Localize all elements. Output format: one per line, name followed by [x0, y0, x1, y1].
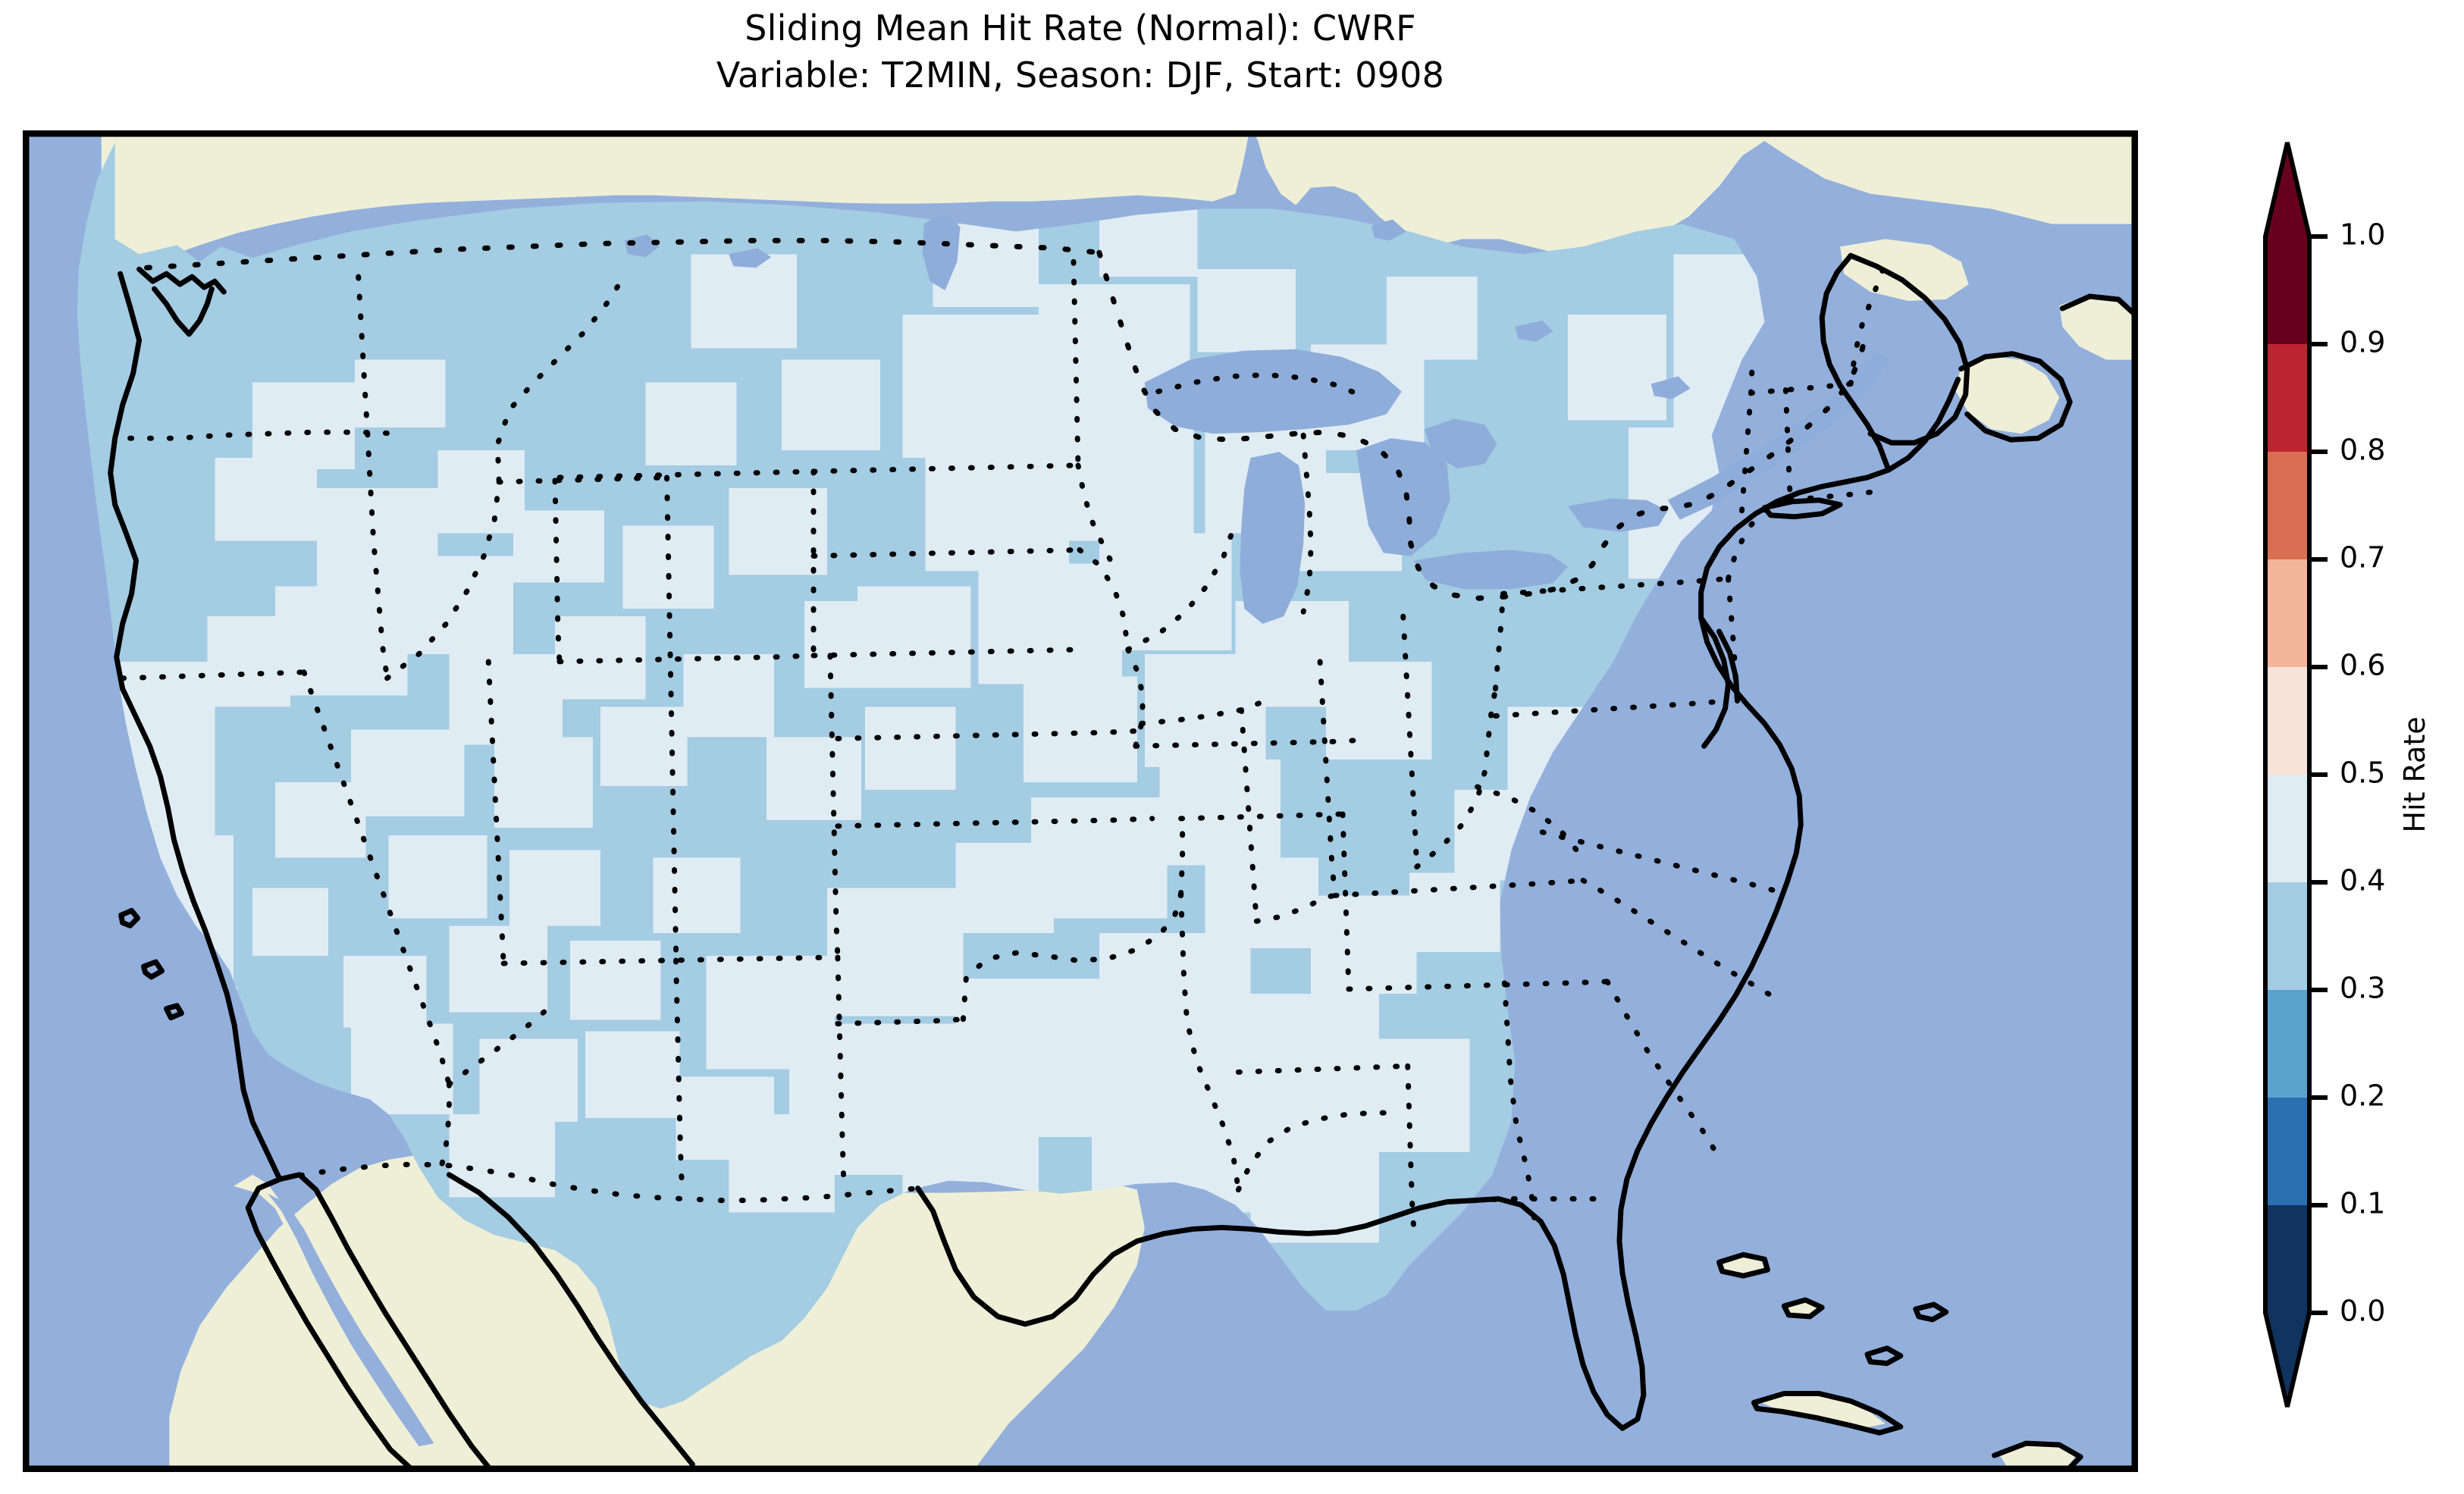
map-frame	[26, 133, 2135, 1469]
colorbar-band-0.2-0.3	[2265, 990, 2309, 1098]
coastlines	[108, 237, 2135, 1469]
colorbar-bands	[2265, 143, 2309, 1407]
colorbar[interactable]: 0.0 0.1 0.2 0.3 0.4 0.5 0.6 0.7 0.8 0.9 …	[2263, 142, 2385, 1408]
prairie-lake-3	[1371, 219, 1406, 241]
colorbar-band-0.9-1.0	[2265, 236, 2309, 344]
colorbar-tick-label-2: 0.2	[2340, 1079, 2385, 1113]
colorbar-band-0.1-0.2	[2265, 1098, 2309, 1205]
colorbar-tick-label-7: 0.7	[2340, 541, 2385, 575]
colorbar-ticks	[2309, 234, 2328, 1315]
colorbar-band-0.6-0.7	[2265, 559, 2309, 667]
colorbar-tick-label-6: 0.6	[2340, 649, 2385, 682]
colorbar-tick-labels: 0.0 0.1 0.2 0.3 0.4 0.5 0.6 0.7 0.8 0.9 …	[2340, 218, 2385, 1328]
prairie-lake-1	[624, 234, 660, 258]
colorbar-band-0.7-0.8	[2265, 452, 2309, 559]
lake-erie	[1413, 550, 1569, 590]
new-brunswick	[1840, 239, 1969, 301]
colorbar-band-0.3-0.4	[2265, 882, 2309, 990]
map-axes[interactable]	[23, 130, 2138, 1472]
colorbar-tick-label-3: 0.3	[2340, 972, 2385, 1005]
georgian-bay	[1424, 418, 1497, 468]
colorbar-band-0.5-0.6	[2265, 667, 2309, 775]
state-borders	[120, 258, 1886, 1232]
colorbar-band-0.0-0.1	[2265, 1205, 2309, 1313]
colorbar-band-0.8-0.9	[2265, 344, 2309, 452]
cuba-island	[1757, 1393, 1886, 1428]
northern-lake-1	[1515, 320, 1553, 342]
colorbar-axis-label-wrapper: Hit Rate	[2388, 0, 2441, 1494]
colorbar-over-arrow	[2265, 143, 2309, 236]
colorbar-band-0.4-0.5	[2265, 775, 2309, 882]
great-lakes	[624, 211, 1890, 625]
figure-title: Sliding Mean Hit Rate (Normal): CWRF Var…	[0, 5, 2161, 99]
lake-huron	[1356, 438, 1450, 556]
map-canvas	[26, 133, 2135, 1469]
lake-superior	[1144, 349, 1402, 434]
lake-ontario	[1568, 498, 1668, 532]
hispaniola-island	[1998, 1443, 2077, 1469]
title-line-2: Variable: T2MIN, Season: DJF, Start: 090…	[716, 55, 1445, 96]
colorbar-under-arrow	[2265, 1313, 2309, 1407]
lake-winnipeg	[922, 211, 961, 291]
prairie-lake-2	[729, 248, 772, 268]
title-line-1: Sliding Mean Hit Rate (Normal): CWRF	[745, 8, 1416, 49]
colorbar-tick-label-1: 0.1	[2340, 1187, 2385, 1220]
lake-michigan	[1240, 452, 1306, 625]
northern-lake-2	[1651, 376, 1691, 399]
colorbar-tick-label-10: 1.0	[2340, 218, 2385, 252]
colorbar-axis-label: Hit Rate	[2398, 716, 2431, 833]
cape-breton	[2059, 295, 2135, 360]
colorbar-canvas: 0.0 0.1 0.2 0.3 0.4 0.5 0.6 0.7 0.8 0.9 …	[2263, 142, 2385, 1408]
colorbar-tick-label-5: 0.5	[2340, 756, 2385, 790]
nova-scotia	[1955, 356, 2060, 434]
colorbar-tick-label-9: 0.9	[2340, 326, 2385, 359]
colorbar-tick-label-4: 0.4	[2340, 864, 2385, 897]
bahamas-island-1	[1723, 1256, 1765, 1275]
colorbar-tick-label-8: 0.8	[2340, 434, 2385, 467]
colorbar-tick-label-0: 0.0	[2340, 1295, 2385, 1328]
gulf-of-california	[268, 1193, 434, 1447]
